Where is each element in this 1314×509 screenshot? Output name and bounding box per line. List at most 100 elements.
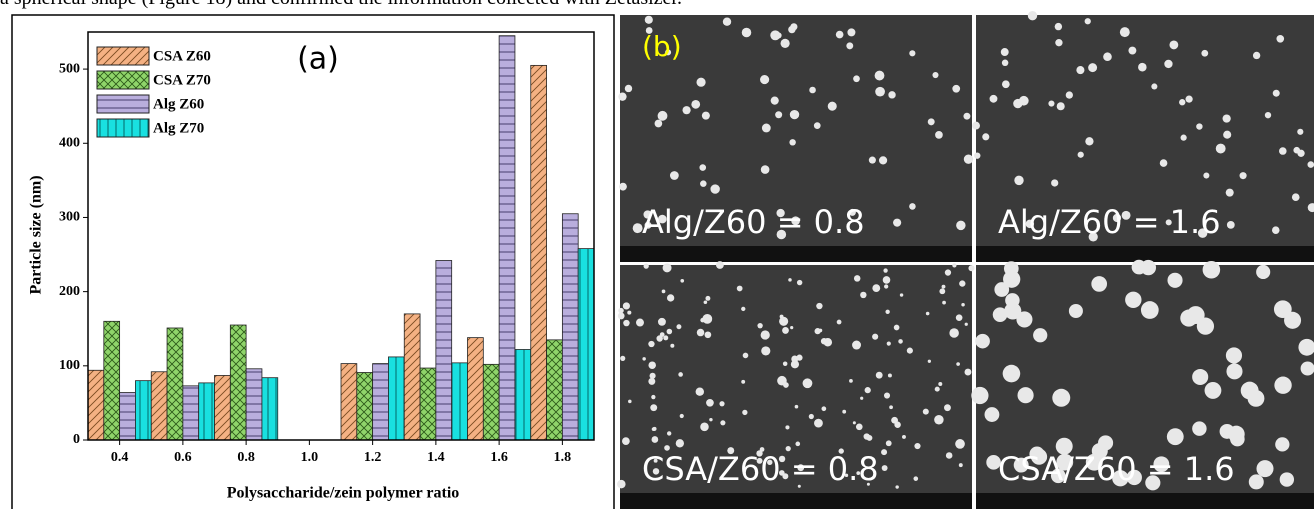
bar bbox=[135, 381, 151, 440]
particle bbox=[648, 341, 654, 347]
particle bbox=[1051, 179, 1058, 186]
particle bbox=[644, 263, 649, 268]
particle bbox=[1141, 301, 1159, 319]
particle bbox=[660, 332, 665, 337]
particle bbox=[705, 331, 712, 338]
particle bbox=[1057, 102, 1065, 110]
particle bbox=[1203, 261, 1221, 279]
particle bbox=[771, 97, 779, 105]
particle bbox=[865, 387, 871, 393]
x-tick-label: 1.8 bbox=[554, 450, 572, 465]
particle bbox=[790, 110, 799, 119]
y-tick-label: 500 bbox=[59, 61, 80, 76]
particle bbox=[1179, 99, 1185, 105]
particle bbox=[1002, 60, 1009, 67]
particle bbox=[618, 308, 623, 313]
image-caption: CSA/Z60 = 0.8 bbox=[642, 450, 879, 488]
particle bbox=[1275, 437, 1289, 451]
particle bbox=[696, 387, 704, 395]
particle bbox=[1160, 159, 1168, 167]
x-axis-label: Polysaccharide/zein polymer ratio bbox=[227, 485, 460, 502]
particle bbox=[956, 221, 965, 230]
y-tick-label: 400 bbox=[59, 135, 80, 150]
particle bbox=[1018, 387, 1034, 403]
particle bbox=[1226, 363, 1242, 379]
particle bbox=[790, 326, 793, 329]
particle bbox=[803, 378, 813, 388]
bar bbox=[562, 214, 578, 440]
legend-swatch bbox=[97, 47, 149, 65]
particle bbox=[741, 307, 745, 311]
particle bbox=[655, 120, 663, 128]
particle bbox=[697, 329, 705, 337]
page: a spherical shape (Figure 18) and confir… bbox=[0, 0, 1314, 509]
particle bbox=[723, 17, 731, 25]
particle bbox=[860, 397, 863, 400]
particle bbox=[814, 122, 821, 129]
particle bbox=[853, 421, 856, 424]
particle bbox=[1223, 131, 1231, 139]
particle bbox=[1128, 47, 1136, 55]
particle bbox=[627, 311, 631, 315]
bar bbox=[215, 375, 231, 440]
legend-label: Alg Z70 bbox=[153, 120, 204, 136]
particle bbox=[849, 379, 853, 383]
x-tick-label: 1.4 bbox=[427, 450, 445, 465]
particle bbox=[696, 78, 705, 87]
particle bbox=[648, 361, 656, 369]
particle bbox=[1004, 302, 1021, 319]
particle bbox=[968, 265, 974, 271]
panel-label: (a) bbox=[297, 42, 339, 77]
particle bbox=[1125, 292, 1141, 308]
particle bbox=[942, 285, 946, 289]
bar bbox=[341, 364, 357, 440]
x-tick-label: 0.6 bbox=[174, 450, 192, 465]
particle bbox=[1205, 382, 1222, 399]
x-tick-label: 1.6 bbox=[490, 450, 508, 465]
info-bar bbox=[620, 246, 972, 262]
particle bbox=[913, 476, 918, 481]
particle bbox=[788, 26, 795, 33]
particle bbox=[795, 405, 799, 409]
bar bbox=[183, 386, 199, 440]
particle bbox=[887, 342, 891, 346]
particle bbox=[742, 28, 752, 38]
particle bbox=[836, 31, 844, 39]
particle bbox=[785, 425, 789, 429]
particle bbox=[781, 39, 790, 48]
particle bbox=[623, 302, 630, 309]
particle bbox=[1292, 193, 1300, 201]
particle bbox=[879, 156, 887, 164]
particle bbox=[821, 406, 826, 411]
bar bbox=[151, 372, 167, 440]
particle bbox=[809, 414, 814, 419]
particle bbox=[780, 315, 784, 319]
particle bbox=[680, 279, 684, 283]
particle bbox=[965, 369, 972, 376]
particle bbox=[678, 372, 683, 377]
particle bbox=[1256, 265, 1270, 279]
bar bbox=[531, 65, 547, 440]
particle bbox=[742, 410, 747, 415]
particle bbox=[1196, 123, 1202, 129]
particle bbox=[928, 118, 935, 125]
bar bbox=[452, 363, 468, 440]
particle bbox=[650, 373, 656, 379]
particle bbox=[1280, 472, 1294, 486]
particle bbox=[1001, 48, 1009, 56]
particle bbox=[900, 293, 903, 296]
body-text: a spherical shape (Figure 18) and confir… bbox=[0, 0, 682, 9]
image-caption: Alg/Z60 = 1.6 bbox=[998, 203, 1221, 241]
particle bbox=[846, 42, 853, 49]
particle bbox=[963, 113, 970, 120]
particle bbox=[888, 373, 892, 377]
particle bbox=[770, 30, 780, 40]
particle bbox=[928, 360, 931, 363]
bar bbox=[420, 368, 436, 440]
bar bbox=[104, 321, 120, 440]
particle bbox=[1069, 304, 1083, 318]
particle bbox=[1088, 63, 1097, 72]
particle bbox=[982, 133, 989, 140]
particle bbox=[1169, 41, 1178, 50]
